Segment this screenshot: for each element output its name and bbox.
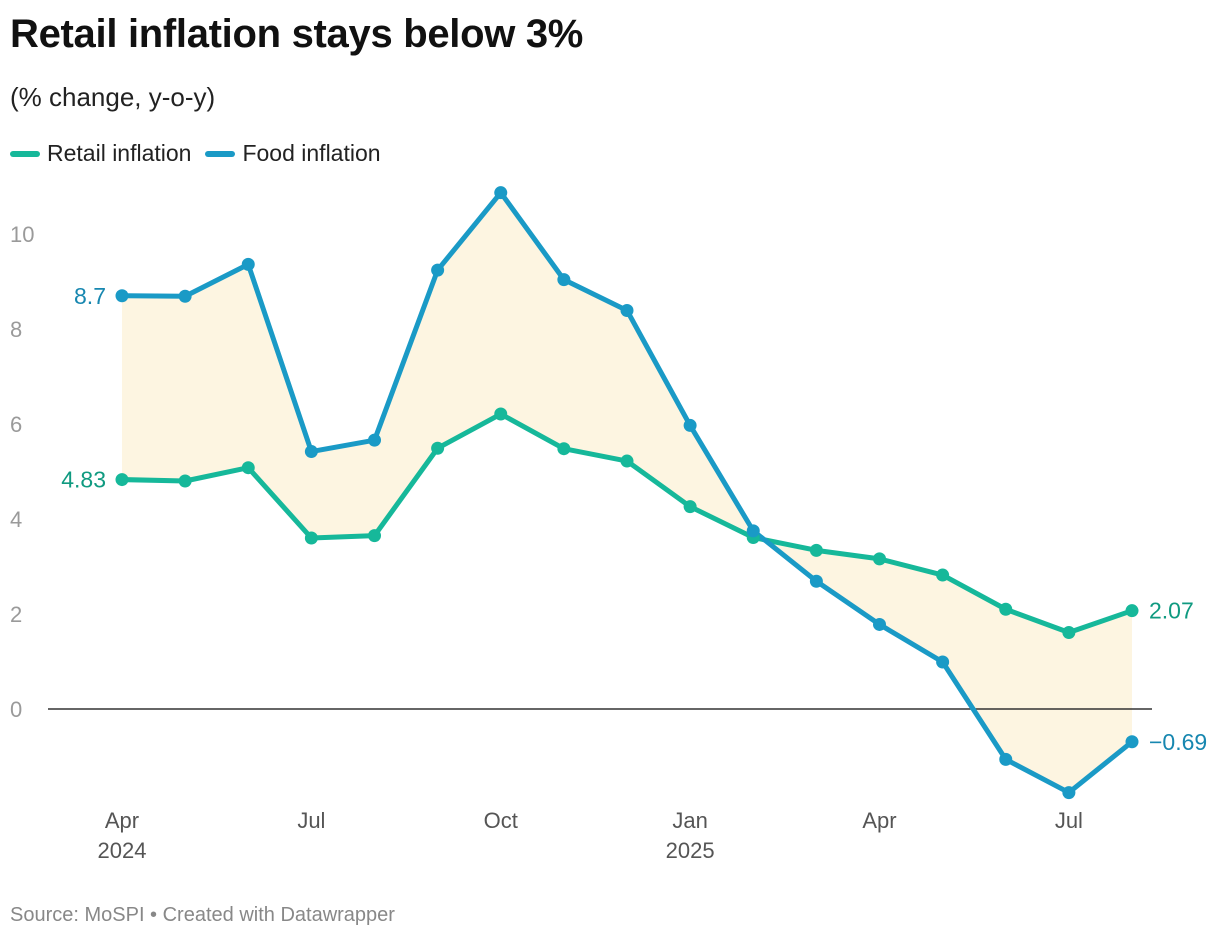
retail-point-2025-06 — [999, 602, 1013, 616]
retail-point-2025-04 — [873, 552, 886, 566]
x-tick-label-2025-04: Apr — [862, 808, 896, 833]
y-tick-label-0: 0 — [10, 697, 22, 722]
food-point-2024-11 — [557, 273, 571, 287]
food-point-2024-04 — [115, 289, 129, 303]
food-point-2025-08 — [1125, 735, 1139, 749]
food-point-2025-06 — [999, 752, 1013, 766]
food-first-label: 8.7 — [74, 283, 106, 309]
retail-point-2025-07 — [1062, 626, 1076, 640]
x-tick-label-2024-04: Apr — [105, 808, 139, 833]
x-tick-label-2025-01: Jan — [672, 808, 707, 833]
legend-item-food: Food inflation — [205, 140, 381, 167]
food-point-2025-04 — [873, 617, 886, 631]
retail-point-2024-11 — [557, 442, 571, 456]
retail-point-2024-09 — [431, 441, 445, 455]
food-point-2024-05 — [178, 289, 192, 303]
x-tick-label-2025-07: Jul — [1055, 808, 1083, 833]
y-tick-label-10: 10 — [10, 222, 34, 247]
legend-item-retail: Retail inflation — [10, 140, 191, 167]
source-footer: Source: MoSPI • Created with Datawrapper — [10, 904, 395, 926]
food-point-2024-08 — [368, 433, 381, 447]
legend: Retail inflation Food inflation — [10, 140, 395, 167]
x-tick-year-2025: 2025 — [666, 838, 715, 863]
legend-label-food: Food inflation — [242, 140, 381, 166]
food-point-2025-05 — [936, 655, 950, 669]
y-tick-label-2: 2 — [10, 602, 22, 627]
retail-last-label: 2.07 — [1149, 598, 1194, 624]
food-point-2025-02 — [746, 524, 760, 538]
legend-swatch-food — [205, 150, 236, 157]
retail-point-2025-08 — [1125, 604, 1139, 618]
x-tick-year-2024: 2024 — [98, 838, 147, 863]
food-point-2024-10 — [494, 186, 508, 200]
retail-point-2025-03 — [809, 543, 823, 557]
retail-first-label: 4.83 — [61, 467, 106, 493]
food-point-2024-06 — [241, 257, 255, 271]
retail-point-2024-04 — [115, 473, 129, 487]
retail-point-2024-10 — [494, 407, 508, 421]
food-point-2025-03 — [809, 574, 823, 588]
food-point-2025-01 — [683, 418, 697, 432]
retail-point-2024-07 — [304, 531, 318, 545]
y-tick-label-8: 8 — [10, 317, 22, 342]
retail-point-2025-05 — [936, 568, 950, 582]
retail-point-2024-08 — [368, 529, 381, 543]
legend-label-retail: Retail inflation — [47, 140, 192, 166]
y-axis: 0 2 4 6 8 10 — [10, 222, 34, 722]
x-axis: Apr 2024 Jul Oct Jan 2025 Apr Jul — [98, 808, 1083, 863]
retail-point-2024-06 — [241, 461, 255, 475]
y-tick-label-4: 4 — [10, 507, 22, 532]
retail-point-2024-12 — [620, 454, 634, 468]
x-tick-label-2024-10: Oct — [484, 808, 518, 833]
chart-subtitle: (% change, y-o-y) — [10, 82, 216, 112]
food-point-2024-12 — [620, 303, 634, 317]
food-point-2025-07 — [1062, 786, 1076, 800]
data-labels: 4.83 2.07 8.7 −0.69 — [61, 283, 1207, 755]
food-point-2024-07 — [304, 445, 318, 459]
chart-title: Retail inflation stays below 3% — [10, 12, 584, 56]
y-tick-label-6: 6 — [10, 412, 22, 437]
food-last-label: −0.69 — [1149, 729, 1207, 755]
x-tick-label-2024-07: Jul — [297, 808, 325, 833]
series-points — [115, 186, 1139, 800]
food-point-2024-09 — [431, 263, 445, 277]
retail-point-2025-01 — [683, 500, 697, 514]
retail-point-2024-05 — [178, 474, 192, 488]
legend-swatch-retail — [10, 150, 40, 157]
line-chart: 0 2 4 6 8 10 Apr 2024 Jul Oct Jan 2025 Apr Jul 4.83 2… — [10, 186, 1207, 863]
